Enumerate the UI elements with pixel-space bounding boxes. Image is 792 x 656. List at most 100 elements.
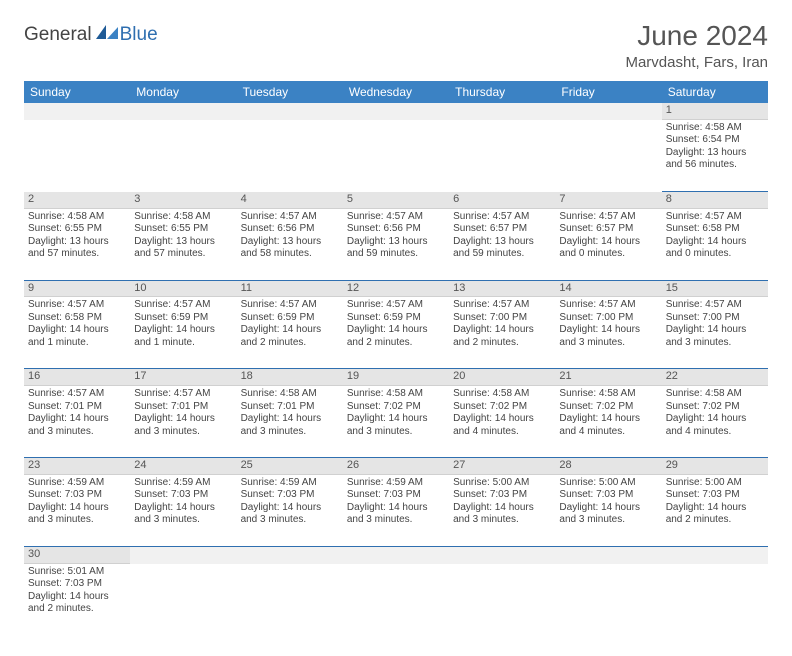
cell-line-day1: Daylight: 14 hours: [134, 413, 232, 426]
daynum-row: 16171819202122: [24, 369, 768, 386]
day-number-cell: 28: [555, 458, 661, 475]
cell-line-day1: Daylight: 13 hours: [134, 236, 232, 249]
day-data-cell: [24, 119, 130, 191]
cell-line-day1: Daylight: 14 hours: [28, 413, 126, 426]
day-data-row: Sunrise: 4:57 AMSunset: 6:58 PMDaylight:…: [24, 297, 768, 369]
day-data-cell: Sunrise: 4:57 AMSunset: 6:59 PMDaylight:…: [343, 297, 449, 369]
brand-text-1: General: [24, 24, 92, 46]
day-data-cell: [555, 119, 661, 191]
cell-line-sunset: Sunset: 6:57 PM: [559, 223, 657, 236]
day-data-cell: [449, 563, 555, 635]
cell-line-sunset: Sunset: 6:56 PM: [347, 223, 445, 236]
cell-line-day2: and 3 minutes.: [347, 514, 445, 527]
cell-line-sunrise: Sunrise: 4:58 AM: [347, 388, 445, 401]
cell-line-sunrise: Sunrise: 4:58 AM: [559, 388, 657, 401]
cell-line-day2: and 57 minutes.: [28, 248, 126, 261]
day-number-cell: 29: [662, 458, 768, 475]
day-data-cell: Sunrise: 4:58 AMSunset: 7:02 PMDaylight:…: [449, 386, 555, 458]
cell-line-sunset: Sunset: 7:03 PM: [241, 489, 339, 502]
cell-line-sunset: Sunset: 7:03 PM: [28, 489, 126, 502]
cell-line-sunset: Sunset: 7:02 PM: [666, 401, 764, 414]
cell-line-day1: Daylight: 14 hours: [241, 324, 339, 337]
cell-line-day2: and 2 minutes.: [666, 514, 764, 527]
day-number-cell: 21: [555, 369, 661, 386]
day-number-cell: 8: [662, 191, 768, 208]
day-data-cell: Sunrise: 4:57 AMSunset: 6:58 PMDaylight:…: [662, 208, 768, 280]
cell-line-sunset: Sunset: 7:03 PM: [347, 489, 445, 502]
cell-line-day2: and 59 minutes.: [347, 248, 445, 261]
cell-line-sunset: Sunset: 6:58 PM: [666, 223, 764, 236]
day-data-cell: Sunrise: 4:57 AMSunset: 7:01 PMDaylight:…: [24, 386, 130, 458]
day-data-cell: [130, 119, 236, 191]
cell-line-day2: and 0 minutes.: [666, 248, 764, 261]
cell-line-sunset: Sunset: 7:03 PM: [453, 489, 551, 502]
cell-line-sunrise: Sunrise: 5:00 AM: [559, 477, 657, 490]
daynum-row: 2345678: [24, 191, 768, 208]
cell-line-day1: Daylight: 14 hours: [241, 413, 339, 426]
cell-line-day1: Daylight: 14 hours: [559, 502, 657, 515]
cell-line-day2: and 2 minutes.: [241, 337, 339, 350]
location-label: Marvdasht, Fars, Iran: [625, 54, 768, 71]
cell-line-day1: Daylight: 14 hours: [241, 502, 339, 515]
day-number-cell: [237, 546, 343, 563]
day-data-cell: Sunrise: 4:58 AMSunset: 6:55 PMDaylight:…: [24, 208, 130, 280]
cell-line-day1: Daylight: 14 hours: [453, 502, 551, 515]
cell-line-sunrise: Sunrise: 4:57 AM: [134, 388, 232, 401]
cell-line-day1: Daylight: 14 hours: [453, 413, 551, 426]
cell-line-sunrise: Sunrise: 4:57 AM: [241, 211, 339, 224]
day-number-cell: 2: [24, 191, 130, 208]
weekday-header: Sunday: [24, 81, 130, 103]
cell-line-sunrise: Sunrise: 4:59 AM: [241, 477, 339, 490]
weekday-header: Saturday: [662, 81, 768, 103]
day-data-cell: [449, 119, 555, 191]
cell-line-day1: Daylight: 14 hours: [347, 502, 445, 515]
day-number-cell: 11: [237, 280, 343, 297]
cell-line-sunset: Sunset: 7:03 PM: [559, 489, 657, 502]
cell-line-sunset: Sunset: 7:03 PM: [28, 578, 126, 591]
cell-line-sunrise: Sunrise: 4:57 AM: [347, 299, 445, 312]
cell-line-day1: Daylight: 13 hours: [28, 236, 126, 249]
cell-line-sunrise: Sunrise: 4:57 AM: [347, 211, 445, 224]
day-number-cell: 26: [343, 458, 449, 475]
day-number-cell: 12: [343, 280, 449, 297]
cell-line-day2: and 3 minutes.: [241, 514, 339, 527]
cell-line-sunset: Sunset: 7:01 PM: [28, 401, 126, 414]
cell-line-day1: Daylight: 14 hours: [666, 413, 764, 426]
day-number-cell: 17: [130, 369, 236, 386]
daynum-row: 9101112131415: [24, 280, 768, 297]
day-number-cell: [662, 546, 768, 563]
day-number-cell: 1: [662, 103, 768, 119]
cell-line-sunrise: Sunrise: 4:58 AM: [666, 122, 764, 135]
cell-line-sunset: Sunset: 7:02 PM: [453, 401, 551, 414]
cell-line-sunrise: Sunrise: 4:58 AM: [666, 388, 764, 401]
daynum-row: 30: [24, 546, 768, 563]
cell-line-sunrise: Sunrise: 4:57 AM: [666, 211, 764, 224]
day-number-cell: 6: [449, 191, 555, 208]
day-data-cell: Sunrise: 4:58 AMSunset: 7:02 PMDaylight:…: [662, 386, 768, 458]
cell-line-sunset: Sunset: 6:55 PM: [134, 223, 232, 236]
cell-line-day1: Daylight: 13 hours: [347, 236, 445, 249]
cell-line-sunrise: Sunrise: 4:57 AM: [241, 299, 339, 312]
day-data-row: Sunrise: 4:58 AMSunset: 6:55 PMDaylight:…: [24, 208, 768, 280]
cell-line-day1: Daylight: 14 hours: [134, 502, 232, 515]
cell-line-sunset: Sunset: 7:00 PM: [666, 312, 764, 325]
cell-line-day1: Daylight: 13 hours: [241, 236, 339, 249]
weekday-header: Monday: [130, 81, 236, 103]
weekday-header-row: SundayMondayTuesdayWednesdayThursdayFrid…: [24, 81, 768, 103]
day-number-cell: [343, 103, 449, 119]
day-number-cell: 9: [24, 280, 130, 297]
cell-line-day2: and 56 minutes.: [666, 159, 764, 172]
day-data-cell: Sunrise: 4:59 AMSunset: 7:03 PMDaylight:…: [130, 474, 236, 546]
cell-line-day1: Daylight: 14 hours: [666, 324, 764, 337]
day-data-cell: Sunrise: 4:57 AMSunset: 6:57 PMDaylight:…: [555, 208, 661, 280]
day-number-cell: [555, 546, 661, 563]
cell-line-day2: and 57 minutes.: [134, 248, 232, 261]
brand-text-2: Blue: [120, 24, 158, 46]
day-number-cell: [449, 103, 555, 119]
day-data-cell: Sunrise: 5:00 AMSunset: 7:03 PMDaylight:…: [449, 474, 555, 546]
day-data-cell: Sunrise: 4:57 AMSunset: 6:56 PMDaylight:…: [237, 208, 343, 280]
day-number-cell: 27: [449, 458, 555, 475]
cell-line-sunset: Sunset: 6:57 PM: [453, 223, 551, 236]
day-data-cell: Sunrise: 4:59 AMSunset: 7:03 PMDaylight:…: [237, 474, 343, 546]
cell-line-day2: and 3 minutes.: [559, 514, 657, 527]
